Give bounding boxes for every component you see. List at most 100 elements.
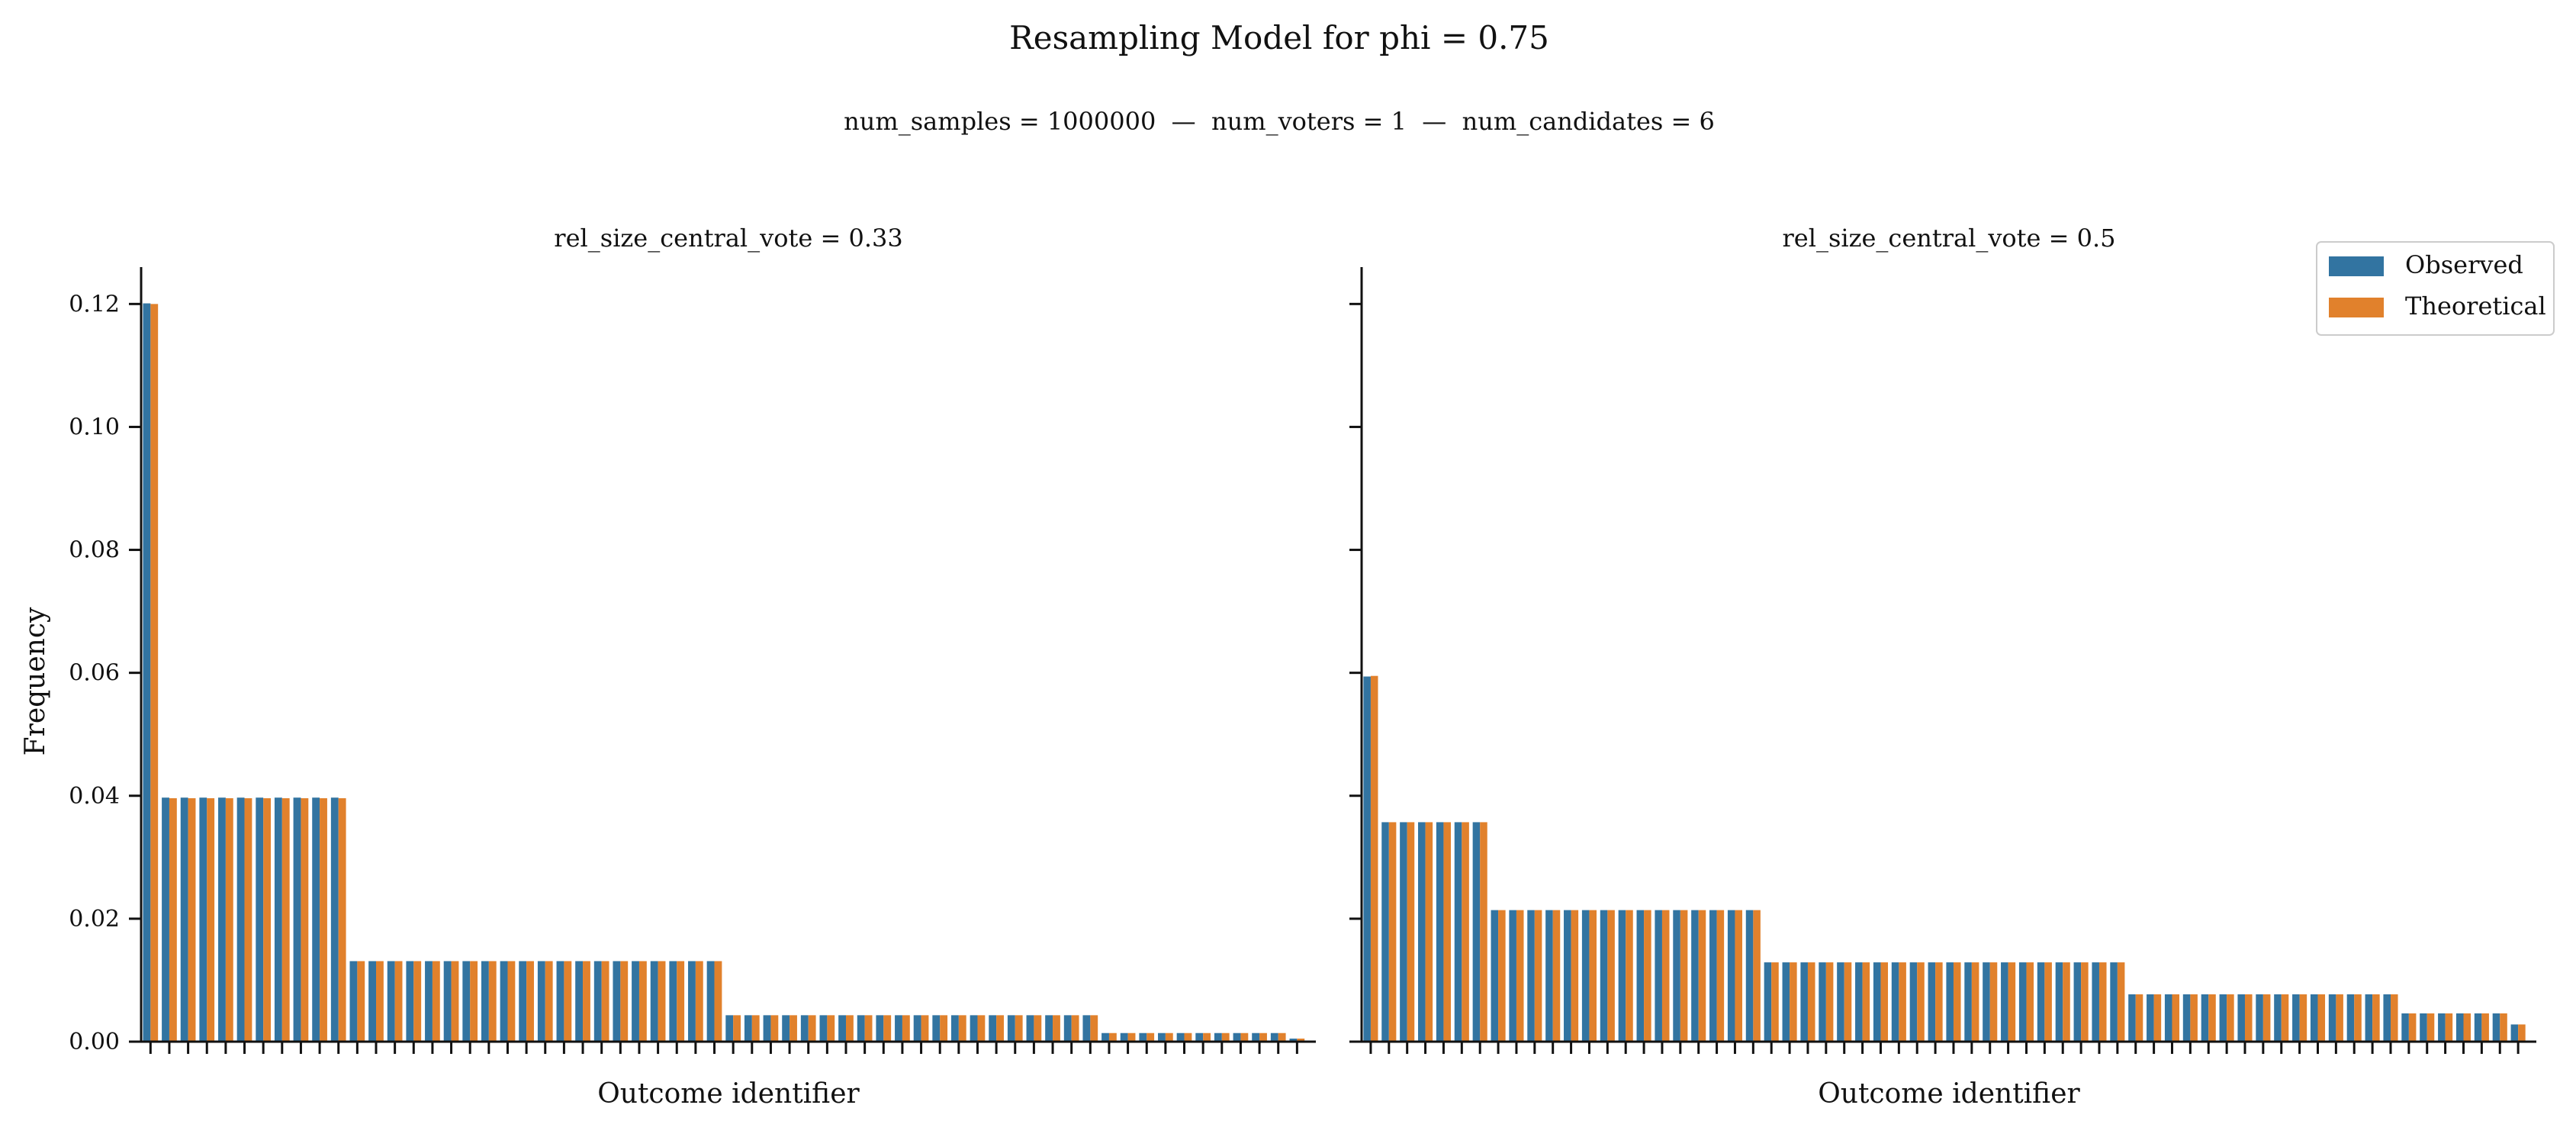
bar-theoretical [1388, 822, 1397, 1042]
bar-theoretical [2281, 994, 2289, 1042]
y-tick-label: 0.06 [69, 660, 120, 687]
bar-observed [199, 797, 207, 1042]
bar-theoretical [1753, 910, 1761, 1042]
bar-theoretical [1771, 962, 1779, 1042]
bar-observed [2110, 962, 2118, 1042]
bar-observed [1727, 910, 1735, 1042]
bar-observed [1214, 1033, 1222, 1042]
bar-theoretical [1053, 1015, 1060, 1042]
bar-observed [706, 961, 715, 1042]
bar-observed [2219, 994, 2227, 1042]
bar-observed [2346, 994, 2355, 1042]
y-tick-label: 0.04 [69, 783, 120, 810]
bar-theoretical [1716, 910, 1725, 1042]
bar-observed [1636, 910, 1645, 1042]
bar-theoretical [958, 1015, 966, 1042]
right-x-axis-label: Outcome identifier [1818, 1078, 2080, 1110]
bar-theoretical [394, 961, 403, 1042]
bar-observed [819, 1015, 828, 1042]
bar-observed [2474, 1013, 2482, 1042]
bar-theoretical [1184, 1033, 1192, 1042]
bar-theoretical [996, 1015, 1004, 1042]
bar-theoretical [301, 798, 309, 1042]
bar-observed [1063, 1015, 1072, 1042]
bar-theoretical [320, 798, 327, 1042]
bar-theoretical [1407, 822, 1415, 1042]
bar-observed [256, 797, 264, 1042]
bar-observed [349, 961, 358, 1042]
bar-theoretical [2153, 994, 2162, 1042]
bar-observed [1673, 910, 1680, 1042]
bar-observed [312, 797, 320, 1042]
bar-theoretical [1971, 962, 1979, 1042]
bar-theoretical [2208, 994, 2216, 1042]
bar-theoretical [751, 1015, 760, 1042]
bar-theoretical [1259, 1033, 1267, 1042]
y-axis-label: Frequency [20, 607, 51, 755]
bar-theoretical [1571, 910, 1579, 1042]
chart-title: Resampling Model for phi = 0.75 [1009, 19, 1549, 56]
bar-theoretical [1516, 910, 1524, 1042]
bar-theoretical [507, 961, 516, 1042]
bar-theoretical [2081, 962, 2089, 1042]
bar-observed [1007, 1015, 1015, 1042]
legend-swatch-observed [2329, 256, 2384, 276]
bar-observed [2092, 962, 2099, 1042]
bar-observed [1045, 1015, 1053, 1042]
bar-observed [1158, 1033, 1166, 1042]
bar-theoretical [658, 961, 666, 1042]
bar-theoretical [1108, 1033, 1117, 1042]
bar-observed [1800, 962, 1808, 1042]
bar-observed [1564, 910, 1571, 1042]
bar-observed [613, 961, 621, 1042]
bar-theoretical [1862, 962, 1870, 1042]
bar-theoretical [2135, 994, 2143, 1042]
bar-observed [519, 961, 527, 1042]
bar-observed [650, 961, 658, 1042]
bar-observed [1764, 962, 1772, 1042]
bar-theoretical [1680, 910, 1688, 1042]
bar-observed [2164, 994, 2172, 1042]
bar-theoretical [2026, 962, 2034, 1042]
bar-theoretical [1221, 1033, 1230, 1042]
bar-theoretical [2172, 994, 2180, 1042]
bar-theoretical [2317, 994, 2326, 1042]
bar-observed [1819, 962, 1826, 1042]
bar-observed [2001, 962, 2008, 1042]
bar-theoretical [1203, 1033, 1211, 1042]
bar-theoretical [150, 304, 159, 1042]
bar-observed [2492, 1013, 2500, 1042]
bar-observed [1252, 1033, 1260, 1042]
bar-observed [575, 961, 584, 1042]
chart-subtitle: num_samples = 1000000 — num_voters = 1 —… [844, 107, 1715, 136]
right-panel-title: rel_size_central_vote = 0.5 [1782, 224, 2115, 253]
bar-observed [1527, 910, 1535, 1042]
bar-observed [1270, 1033, 1278, 1042]
bar-observed [1709, 910, 1717, 1042]
bar-theoretical [1462, 822, 1469, 1042]
bar-theoretical [1607, 910, 1615, 1042]
bar-theoretical [808, 1015, 816, 1042]
bar-observed [1655, 910, 1662, 1042]
bar-theoretical [2500, 1013, 2507, 1042]
bar-theoretical [1698, 910, 1706, 1042]
bar-theoretical [1443, 822, 1451, 1042]
bar-observed [537, 961, 545, 1042]
bar-theoretical [601, 961, 609, 1042]
bar-observed [330, 797, 339, 1042]
bar-observed [1233, 1033, 1241, 1042]
bar-theoretical [2063, 962, 2070, 1042]
bar-theoretical [827, 1015, 835, 1042]
bar-observed [1837, 962, 1844, 1042]
bar-theoretical [1146, 1033, 1155, 1042]
bar-theoretical [2445, 1013, 2453, 1042]
bar-observed [1873, 962, 1881, 1042]
bar-observed [443, 961, 452, 1042]
bar-theoretical [2098, 962, 2107, 1042]
bar-observed [1964, 962, 1972, 1042]
bar-observed [632, 961, 639, 1042]
bar-theoretical [1825, 962, 1834, 1042]
bar-theoretical [376, 961, 384, 1042]
bar-observed [1472, 822, 1481, 1042]
